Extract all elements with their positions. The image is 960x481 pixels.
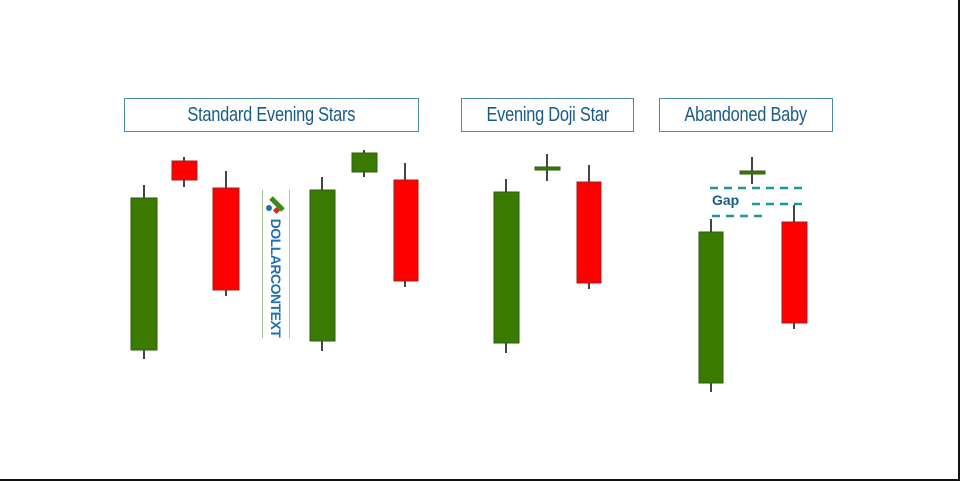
logo-text-wrap: DOLLARCONTEXT: [266, 218, 286, 337]
candle-bullish: [698, 231, 724, 384]
logo-icon: [266, 196, 285, 215]
dollarcontext-logo: DOLLARCONTEXT: [262, 190, 290, 338]
candle-bearish: [393, 179, 419, 282]
candle-bearish: [781, 221, 808, 324]
title-text: Evening Doji Star: [486, 103, 609, 126]
logo-text: DOLLARCONTEXT: [268, 218, 284, 337]
candle-bullish: [493, 191, 520, 344]
wicks: [143, 150, 795, 392]
gap-label: Gap: [712, 192, 740, 208]
logo-divider-left: [262, 190, 263, 338]
logo-text-context: CONTEXT: [268, 273, 284, 337]
candle-bullish: [130, 197, 158, 351]
title-standard-evening-stars: Standard Evening Stars: [124, 98, 419, 132]
title-abandoned-baby: Abandoned Baby: [659, 98, 833, 132]
title-evening-doji-star: Evening Doji Star: [461, 98, 634, 132]
candle-bullish: [309, 189, 336, 342]
bodies: [130, 152, 808, 384]
candle-doji: [739, 170, 766, 175]
logo-divider-right: [289, 190, 290, 338]
candle-bullish: [351, 152, 378, 173]
gap-lines: [710, 186, 806, 218]
candle-bearish: [576, 181, 602, 284]
candle-bearish: [171, 160, 198, 181]
title-text: Abandoned Baby: [684, 103, 808, 126]
logo-text-dollar: DOLLAR: [268, 218, 284, 274]
title-text: Standard Evening Stars: [187, 103, 356, 126]
candle-bearish: [212, 187, 240, 291]
candle-doji: [534, 166, 561, 171]
